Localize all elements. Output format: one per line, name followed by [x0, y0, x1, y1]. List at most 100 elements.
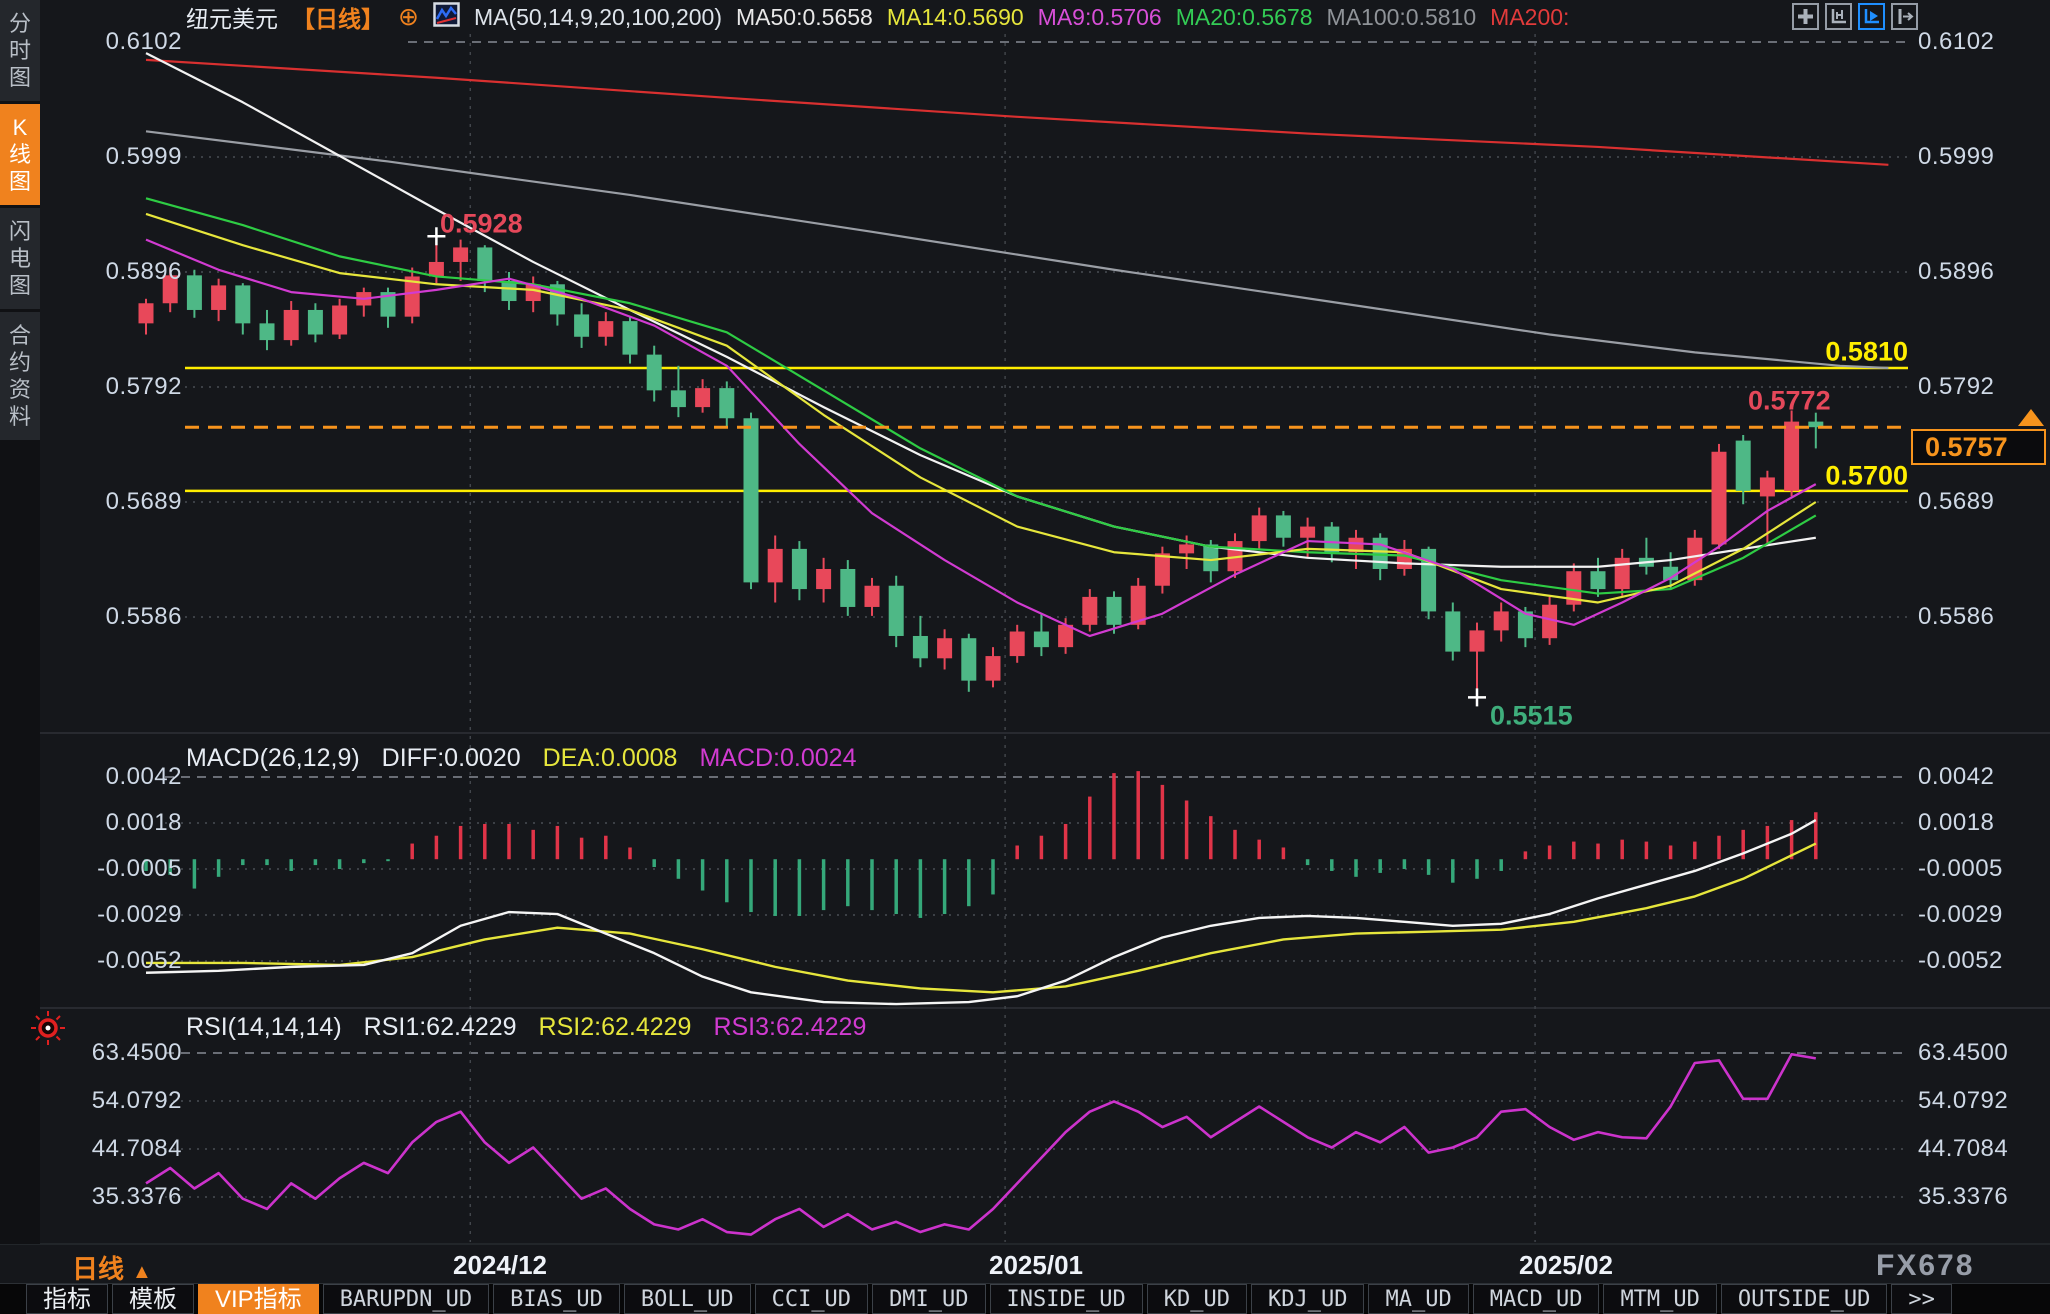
macd-axis-label-left: 0.0042	[105, 763, 182, 790]
price-axis-label-right: 0.5792	[1918, 373, 1995, 400]
macd-axis-label-right: 0.0018	[1918, 809, 1995, 836]
price-up-arrow-icon	[2018, 409, 2044, 426]
macd-axis-label-right: 0.0042	[1918, 763, 1995, 790]
watermark: FX678	[1876, 1249, 1975, 1282]
sidebar-item-label: K线图	[8, 115, 31, 194]
axis-zoom-button[interactable]	[1825, 3, 1852, 30]
sidebar-item-label: 合约资料	[8, 323, 31, 429]
macd-macd-value: MACD:0.0024	[699, 744, 857, 772]
swing-high-price-label: 0.5772	[1748, 385, 1831, 416]
price-axis-label-right: 0.5586	[1918, 603, 1995, 630]
sidebar-item-candle-chart[interactable]: K线图	[0, 104, 40, 205]
period-selector[interactable]: 日线 ▲	[72, 1249, 152, 1286]
current-price-box: 0.5757	[1911, 429, 2046, 465]
macd-axis-label-right: -0.0005	[1918, 855, 2003, 882]
macd-axis-label-right: -0.0029	[1918, 901, 2003, 928]
rsi3-value: RSI3:62.4229	[713, 1013, 867, 1041]
rsi-axis-label-right: 63.4500	[1918, 1039, 2009, 1066]
macd-axis-label-left: -0.0052	[97, 947, 182, 974]
indicator-tab-vip[interactable]: VIP指标	[198, 1284, 319, 1314]
rsi-title: RSI(14,14,14)	[186, 1013, 342, 1041]
price-axis-label-left: 0.5689	[105, 488, 182, 515]
period-dropdown-arrow-icon: ▲	[132, 1261, 152, 1283]
sidebar-item-label: 闪电图	[8, 219, 31, 298]
rsi1-value: RSI1:62.4229	[363, 1013, 517, 1041]
rsi-axis-label-right: 44.7084	[1918, 1135, 2009, 1162]
indicator-tab-bias_ud[interactable]: BIAS_UD	[493, 1284, 620, 1314]
chart-header: 纽元美元 【日线】 ⊕ MA(50,14,9,20,100,200) MA50:…	[186, 1, 1570, 33]
rsi-header: RSI(14,14,14) RSI1:62.4229 RSI2:62.4229 …	[186, 1013, 866, 1042]
price-axis-label-right: 0.5896	[1918, 258, 1995, 285]
record-icon[interactable]	[28, 1008, 68, 1048]
rsi-axis-label-left: 35.3376	[91, 1183, 182, 1210]
sidebar-item-contract-info[interactable]: 合约资料	[0, 312, 40, 440]
crosshair-pan-button[interactable]	[1792, 3, 1819, 30]
low-price-label: 0.5515	[1490, 700, 1573, 731]
rsi-axis-label-left: 54.0792	[91, 1087, 182, 1114]
high-price-label: 0.5928	[440, 208, 523, 239]
rsi-axis-label-left: 63.4500	[91, 1039, 182, 1066]
sidebar-item-lightning-chart[interactable]: 闪电图	[0, 208, 40, 309]
axis-play-button[interactable]	[1858, 3, 1885, 30]
rsi-axis-label-right: 35.3376	[1918, 1183, 2009, 1210]
date-label-dec: 2024/12	[453, 1250, 547, 1280]
price-axis-label-left: 0.6102	[105, 28, 182, 55]
price-axis-label-right: 0.5689	[1918, 488, 1995, 515]
support-level-label: 0.5700	[1825, 460, 1908, 491]
macd-diff-value: DIFF:0.0020	[381, 744, 521, 772]
ma50-value: MA50:0.5658	[736, 3, 873, 30]
symbol-name: 纽元美元	[186, 6, 278, 32]
sidebar-item-time-chart[interactable]: 分时图	[0, 0, 40, 101]
rsi-axis-label-right: 54.0792	[1918, 1087, 2009, 1114]
price-axis-label-right: 0.5999	[1918, 143, 1995, 170]
rsi-axis-label-left: 44.7084	[91, 1135, 182, 1162]
price-axis-label-right: 0.6102	[1918, 28, 1995, 55]
axis-shift-button[interactable]	[1891, 3, 1918, 30]
indicator-tab-inside_ud[interactable]: INSIDE_UD	[989, 1284, 1143, 1314]
mini-chart-icon[interactable]	[433, 1, 460, 33]
ma9-value: MA9:0.5706	[1037, 3, 1162, 30]
indicator-tab-bar: 指标 模板 VIP指标 BARUPDN_UD BIAS_UD BOLL_UD CCI_UD D…	[0, 1283, 2050, 1314]
ma20-value: MA20:0.5678	[1175, 3, 1313, 30]
indicator-tab-barupdn_ud[interactable]: BARUPDN_UD	[322, 1284, 490, 1314]
macd-axis-label-left: 0.0018	[105, 809, 182, 836]
resistance-level-label: 0.5810	[1825, 336, 1908, 367]
date-label-jan: 2025/01	[989, 1250, 1083, 1280]
period-tag: 【日线】	[292, 6, 384, 32]
ma200-value: MA200:	[1490, 3, 1570, 30]
indicator-tab-mtm_ud[interactable]: MTM_UD	[1603, 1284, 1717, 1314]
chart-toolbar	[1792, 3, 1918, 30]
macd-dea-value: DEA:0.0008	[542, 744, 678, 772]
macd-axis-label-left: -0.0029	[97, 901, 182, 928]
indicator-tab->>[interactable]: >>	[1891, 1284, 1952, 1314]
ma14-value: MA14:0.5690	[886, 3, 1024, 30]
price-axis-label-left: 0.5586	[105, 603, 182, 630]
ma100-value: MA100:0.5810	[1326, 3, 1477, 30]
indicator-tab-kd_ud[interactable]: KD_UD	[1146, 1284, 1247, 1314]
macd-title: MACD(26,12,9)	[186, 744, 360, 772]
indicator-tab-macd_ud[interactable]: MACD_UD	[1472, 1284, 1600, 1314]
macd-axis-label-left: -0.0005	[97, 855, 182, 882]
indicator-tab-boll_ud[interactable]: BOLL_UD	[623, 1284, 751, 1314]
price-axis-label-left: 0.5896	[105, 258, 182, 285]
indicator-tab-1[interactable]: 模板	[112, 1284, 194, 1314]
indicator-tab-dmi_ud[interactable]: DMI_UD	[872, 1284, 986, 1314]
indicator-tab-kdj_ud[interactable]: KDJ_UD	[1251, 1284, 1365, 1314]
macd-axis-label-right: -0.0052	[1918, 947, 2003, 974]
chart-type-sidebar: 分时图 K线图 闪电图 合约资料	[0, 0, 40, 1244]
date-label-feb: 2025/02	[1519, 1250, 1613, 1280]
circle-plus-icon[interactable]: ⊕	[398, 3, 419, 31]
period-label: 日线	[72, 1254, 125, 1284]
ma-settings-label: MA(50,14,9,20,100,200)	[473, 3, 723, 30]
sidebar-item-label: 分时图	[8, 11, 31, 90]
price-axis-label-left: 0.5999	[105, 143, 182, 170]
price-axis-label-left: 0.5792	[105, 373, 182, 400]
rsi2-value: RSI2:62.4229	[538, 1013, 692, 1041]
macd-header: MACD(26,12,9) DIFF:0.0020 DEA:0.0008 MAC…	[186, 744, 856, 773]
indicator-tab-outside_ud[interactable]: OUTSIDE_UD	[1720, 1284, 1888, 1314]
indicator-tab-0[interactable]: 指标	[26, 1284, 108, 1314]
indicator-tab-cci_ud[interactable]: CCI_UD	[754, 1284, 869, 1314]
indicator-tab-ma_ud[interactable]: MA_UD	[1368, 1284, 1469, 1314]
